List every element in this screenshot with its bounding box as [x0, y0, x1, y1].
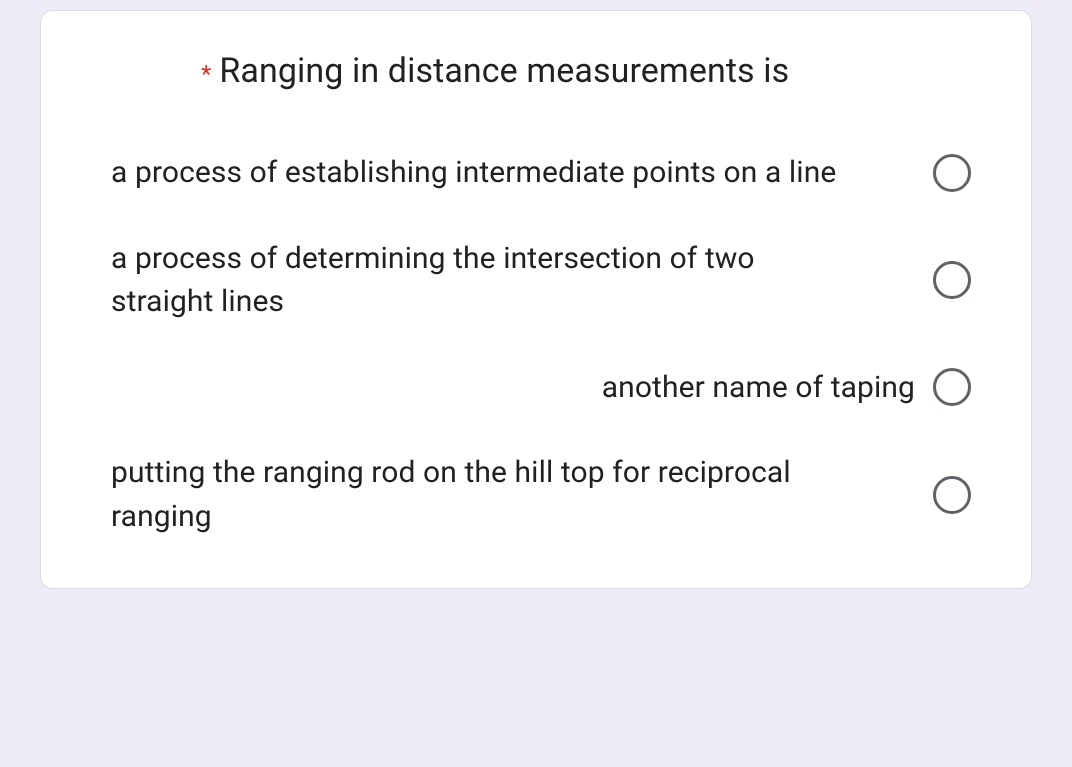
option-label: a process of establishing intermediate p…: [111, 151, 861, 195]
option-label: a process of determining the intersectio…: [111, 237, 861, 324]
options-list: a process of establishing intermediate p…: [101, 151, 971, 538]
option-row[interactable]: another name of taping: [111, 366, 971, 410]
required-asterisk: *: [201, 60, 211, 88]
question-card: * Ranging in distance measurements is a …: [40, 10, 1032, 589]
radio-button[interactable]: [933, 154, 971, 192]
option-label: another name of taping: [602, 366, 915, 410]
option-row[interactable]: putting the ranging rod on the hill top …: [111, 451, 971, 538]
option-row[interactable]: a process of establishing intermediate p…: [111, 151, 971, 195]
question-header: * Ranging in distance measurements is: [101, 51, 971, 91]
question-text: Ranging in distance measurements is: [219, 51, 789, 91]
option-label: putting the ranging rod on the hill top …: [111, 451, 861, 538]
option-row[interactable]: a process of determining the intersectio…: [111, 237, 971, 324]
radio-button[interactable]: [933, 368, 971, 406]
radio-button[interactable]: [933, 261, 971, 299]
radio-button[interactable]: [933, 476, 971, 514]
